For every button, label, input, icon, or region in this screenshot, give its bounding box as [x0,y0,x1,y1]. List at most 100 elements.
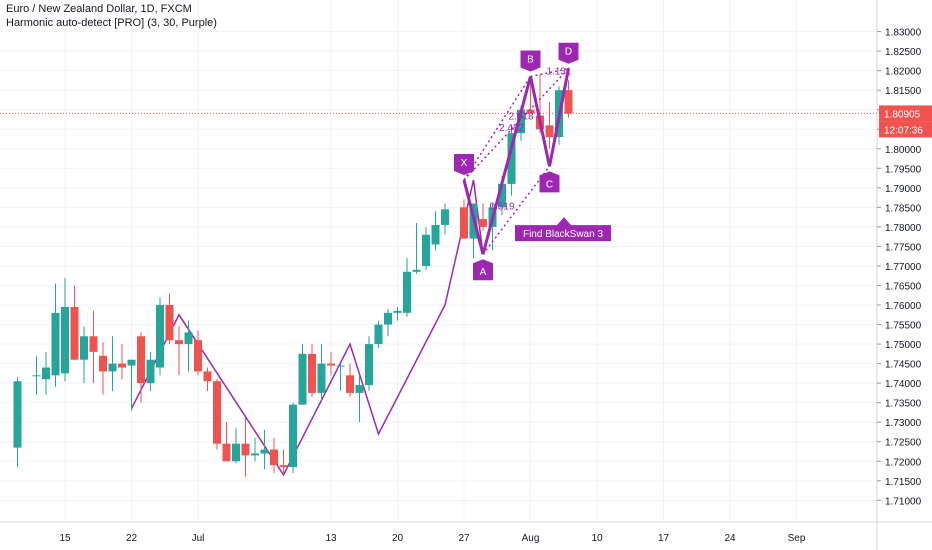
y-tick-label: 1.73500 [885,399,922,410]
candle-body [184,332,193,345]
y-tick-label: 1.73000 [885,418,922,429]
x-tick-label: 17 [658,533,670,544]
candle-body [498,183,506,208]
candle-body [289,404,297,468]
candle-body [80,336,88,360]
y-tick-label: 1.83000 [885,28,922,39]
y-tick-label: 1.71000 [885,496,922,507]
pattern-leg [529,76,551,167]
y-tick-label: 1.82000 [885,67,922,78]
y-tick-label: 1.79000 [885,184,922,195]
candle-body [108,363,117,372]
pattern-point-label: X [461,158,468,169]
x-tick-label: 22 [126,533,138,544]
pattern-point-marker [473,259,493,281]
y-tick-label: 1.78500 [885,203,922,214]
candle-body [146,359,155,384]
candle-body [165,305,174,341]
pattern-ratio-line [463,76,532,181]
pattern-point-label: A [480,267,487,278]
candle-body [403,271,411,313]
x-tick-label: 27 [458,533,470,544]
candle-body [251,453,259,456]
candle-body [564,90,573,114]
pattern-ratio-line [463,68,570,181]
candle-body [317,363,326,393]
pattern-ratio-label: 1.131 [546,67,571,78]
y-tick-label: 1.79500 [885,164,922,175]
candle-body [156,305,164,368]
candle-body [365,344,373,386]
candle-body [374,324,383,345]
pattern-tag-box [515,217,611,242]
zigzag-line [130,179,484,477]
pattern-ratio-line [530,67,569,78]
candle-body [203,371,212,382]
candle-body [308,353,316,393]
pattern-point-label: D [565,47,572,58]
y-tick-label: 1.77500 [885,242,922,253]
y-tick-label: 1.78000 [885,223,922,234]
pattern-ratio-line [482,165,551,255]
pattern-ratio-label: 2.618 [508,111,533,122]
candle-body [270,449,278,466]
candle-body [355,385,364,393]
candle-body [51,312,60,376]
candle-body [393,310,402,313]
candle-body [441,209,449,225]
candle-body [241,443,250,456]
candle-body [545,125,554,138]
candle-body [61,306,69,374]
x-tick-label: Aug [522,533,540,544]
y-tick-label: 1.80000 [885,145,922,156]
candle-body [327,363,335,366]
candle-body [32,375,41,377]
indicator-label[interactable]: Harmonic auto-detect [PRO] (3, 30, Purpl… [6,17,217,29]
candle-body [42,367,50,380]
candle-body [13,381,22,448]
y-tick-label: 1.81500 [885,86,922,97]
x-tick-label: Jul [192,533,205,544]
candle-body [127,359,136,366]
candle-body [137,336,145,384]
candle-body [213,381,221,444]
y-tick-label: 1.72000 [885,457,922,468]
current-price-badge [879,105,932,122]
y-tick-label: 1.76000 [885,301,922,312]
candle-body [479,219,487,227]
candle-body [517,109,525,134]
x-tick-label: 13 [325,533,337,544]
candle-body [232,443,240,462]
candle-body [431,224,440,245]
pattern-leg [548,68,570,167]
pattern-point-marker [558,42,579,64]
pattern-point-label: B [527,55,534,66]
pattern-ratio-label: 2.482 [499,123,524,134]
x-tick-label: 15 [59,533,71,544]
y-tick-label: 1.76500 [885,281,922,292]
pattern-leg [481,76,532,255]
pattern-point-marker [539,171,560,193]
countdown-label: 12:07:36 [884,125,923,136]
candle-body [384,312,392,325]
candle-body [89,336,98,352]
candle-body [70,306,79,360]
candle-body [222,443,231,462]
x-tick-label: 20 [392,533,404,544]
pattern-leg [462,179,485,255]
candle-body [526,109,535,114]
candle-body [194,340,202,372]
y-tick-label: 1.75000 [885,340,922,351]
pattern-point-marker [454,154,474,176]
candle-body [412,269,421,272]
candle-body [298,353,307,405]
y-tick-label: 1.74500 [885,360,922,371]
y-tick-label: 1.75500 [885,321,922,332]
candle-body [279,465,288,468]
current-price-label: 1.80905 [884,109,921,120]
pattern-tag-label: Find BlackSwan 3 [523,229,603,240]
candle-body [336,365,345,367]
candle-body [260,449,269,454]
pattern-ratio-label: 0.519 [489,201,514,212]
